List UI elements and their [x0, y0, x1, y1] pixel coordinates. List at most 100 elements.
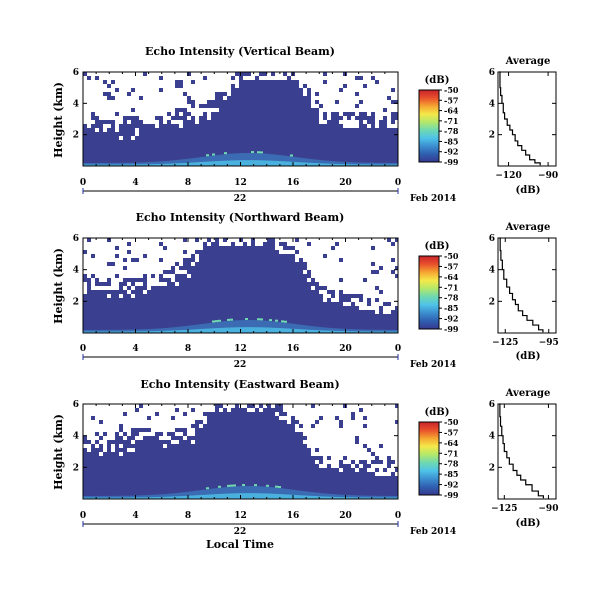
surface-echo [155, 161, 158, 166]
no-data-cell [107, 436, 111, 440]
no-data-cell [359, 278, 363, 282]
no-data-cell [383, 246, 387, 250]
surface-echo [203, 161, 206, 166]
no-data-cell [359, 428, 363, 432]
surface-echo [356, 497, 359, 499]
surface-echo [146, 162, 149, 166]
no-data-cell [99, 112, 103, 116]
no-data-cell [119, 246, 123, 250]
surface-echo [362, 497, 365, 499]
surface-echo [242, 153, 245, 166]
surface-echo [98, 497, 101, 499]
no-data-cell [391, 76, 395, 80]
no-data-cell [335, 274, 339, 278]
no-data-cell [163, 96, 167, 100]
no-data-cell [131, 286, 135, 290]
surface-echo [341, 164, 344, 166]
no-data-cell [91, 266, 95, 270]
no-data-cell [167, 274, 171, 278]
no-data-cell [163, 104, 167, 108]
no-data-cell [119, 432, 123, 436]
no-data-cell [359, 420, 363, 424]
no-data-cell [351, 436, 355, 440]
no-data-cell [155, 428, 159, 432]
surface-echo [161, 328, 164, 333]
no-data-cell [195, 88, 199, 92]
no-data-cell [299, 250, 303, 254]
no-data-cell [83, 290, 87, 294]
no-data-cell [199, 88, 203, 92]
no-data-cell [107, 420, 111, 424]
surface-echo [176, 492, 179, 499]
surface-echo [356, 329, 359, 333]
surface-echo [188, 491, 191, 499]
no-data-cell [311, 88, 315, 92]
no-data-cell [151, 238, 155, 242]
no-data-cell [123, 408, 127, 412]
no-data-cell [103, 72, 107, 76]
surface-echo [251, 160, 254, 166]
no-data-cell [151, 432, 155, 436]
surface-echo [224, 487, 227, 499]
no-data-cell [347, 262, 351, 266]
surface-echo [92, 329, 95, 333]
no-data-cell [87, 112, 91, 116]
no-data-cell [391, 96, 395, 100]
no-data-cell [163, 404, 167, 408]
x-tick-label: 16 [287, 511, 300, 521]
colorbar-tick-label: -92 [444, 147, 458, 157]
no-data-cell [343, 274, 347, 278]
no-data-cell [371, 468, 375, 472]
no-data-cell [231, 80, 235, 84]
no-data-cell [371, 290, 375, 294]
surface-echo [212, 494, 215, 499]
no-data-cell [355, 258, 359, 262]
no-data-cell [175, 440, 179, 444]
no-data-cell [143, 80, 147, 84]
surface-echo [128, 331, 131, 333]
colorbar-tick-label: -85 [444, 303, 458, 313]
surface-echo [368, 329, 371, 333]
no-data-cell [143, 408, 147, 412]
no-data-cell [163, 420, 167, 424]
no-data-cell [355, 242, 359, 246]
no-data-cell [95, 128, 99, 132]
surface-echo [365, 329, 368, 333]
no-data-cell [191, 96, 195, 100]
no-data-cell [351, 100, 355, 104]
no-data-cell [207, 72, 211, 76]
no-data-cell [299, 72, 303, 76]
no-data-cell [151, 96, 155, 100]
no-data-cell [247, 238, 251, 242]
no-data-cell [379, 436, 383, 440]
no-data-cell [351, 444, 355, 448]
surface-echo [260, 318, 263, 321]
surface-echo [386, 164, 389, 166]
no-data-cell [107, 112, 111, 116]
no-data-cell [83, 112, 87, 116]
no-data-cell [343, 262, 347, 266]
no-data-cell [379, 238, 383, 242]
no-data-cell [139, 112, 143, 116]
surface-echo [104, 162, 107, 166]
no-data-cell [131, 96, 135, 100]
no-data-cell [355, 96, 359, 100]
no-data-cell [371, 404, 375, 408]
no-data-cell [331, 84, 335, 88]
no-data-cell [327, 116, 331, 120]
no-data-cell [203, 72, 207, 76]
surface-echo [218, 485, 221, 488]
no-data-cell [359, 266, 363, 270]
no-data-cell [147, 92, 151, 96]
no-data-cell [151, 262, 155, 266]
surface-echo [89, 329, 92, 333]
no-data-cell [107, 100, 111, 104]
date-day: 22 [234, 194, 247, 204]
surface-echo [107, 331, 110, 333]
no-data-cell [359, 286, 363, 290]
no-data-cell [87, 416, 91, 420]
no-data-cell [391, 468, 395, 472]
no-data-cell [379, 116, 383, 120]
surface-echo [128, 162, 131, 166]
no-data-cell [327, 270, 331, 274]
